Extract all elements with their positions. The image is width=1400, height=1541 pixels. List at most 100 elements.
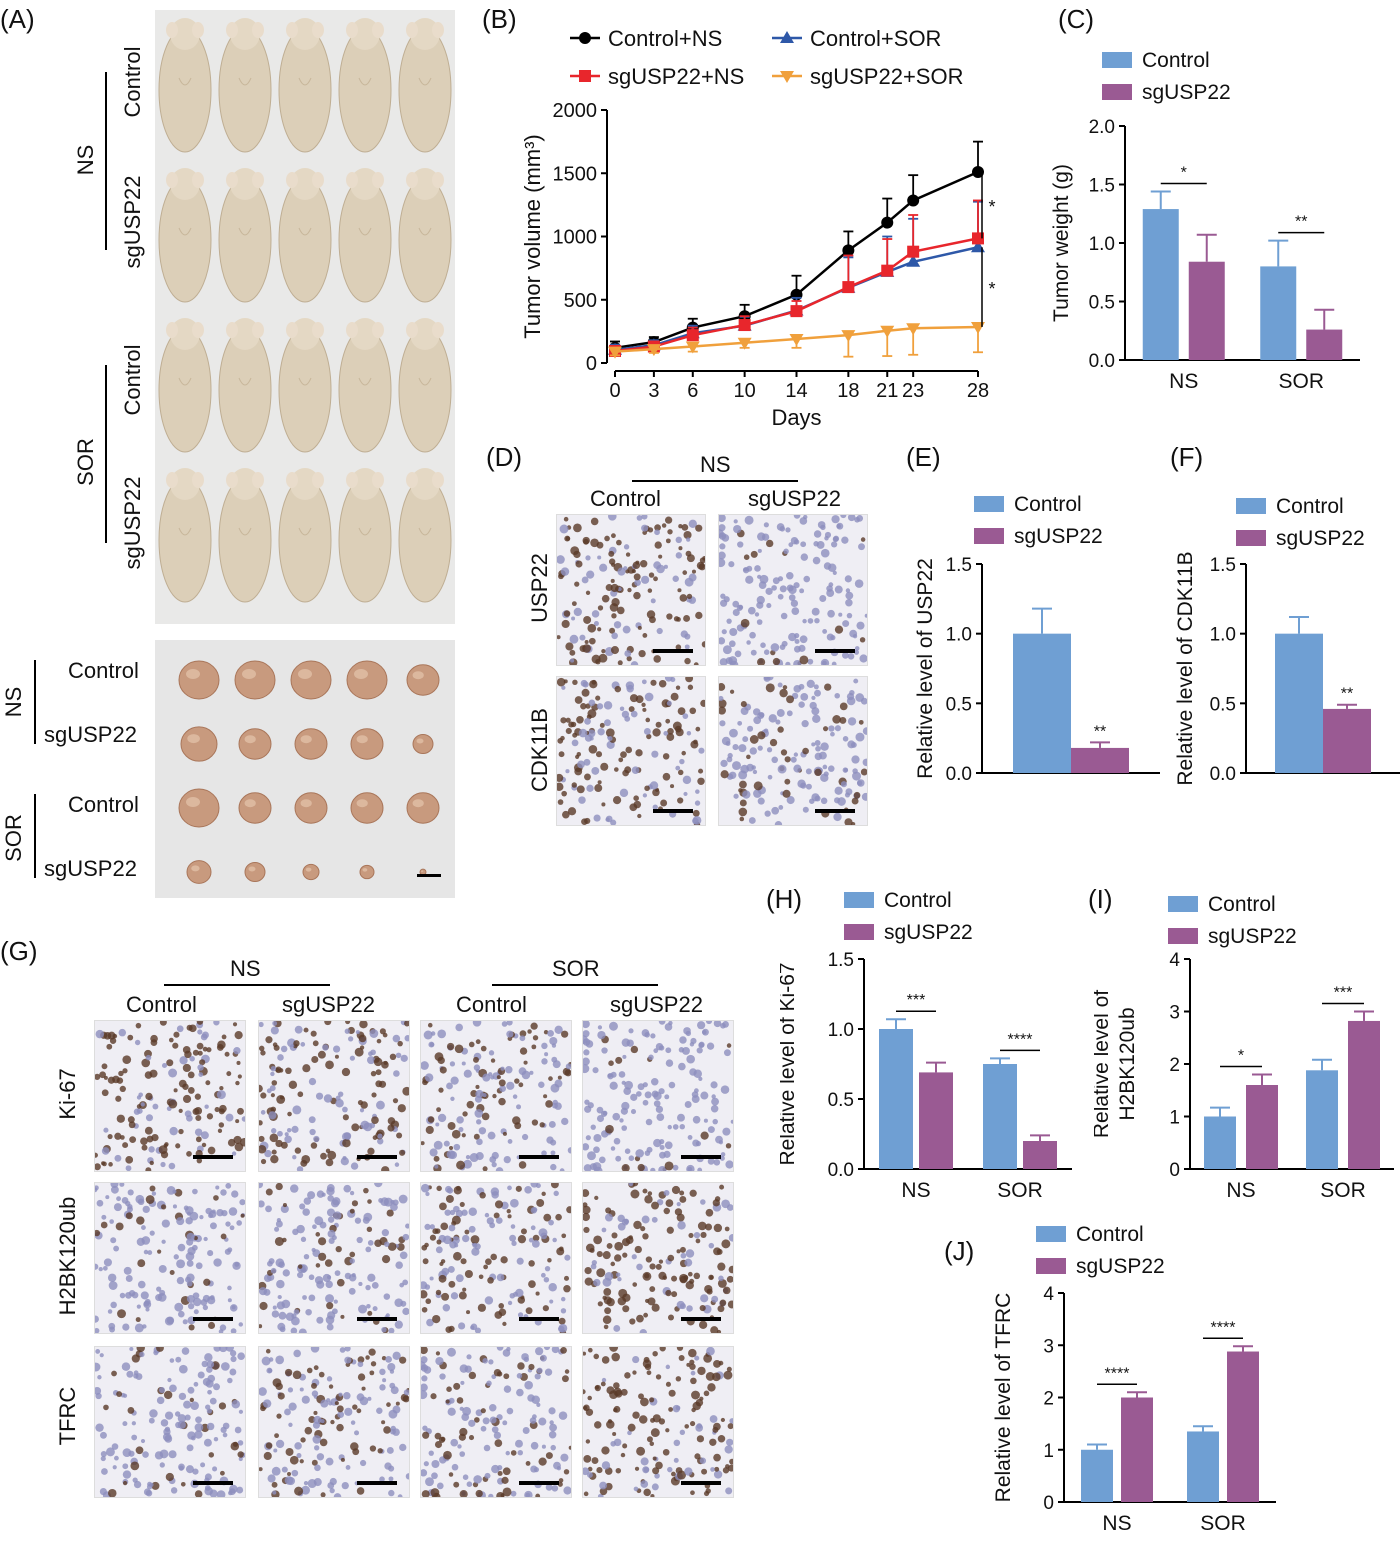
scale-bar	[681, 1317, 721, 1321]
b-xtick-label: 18	[837, 380, 859, 402]
F-bar	[1323, 708, 1371, 773]
b-legend-marker	[780, 71, 794, 83]
tumor-sor-bracket	[34, 794, 36, 878]
b-ytick-label: 1000	[553, 227, 598, 249]
H-sig-label: ****	[1008, 1031, 1033, 1048]
I-legend-swatch	[1168, 928, 1198, 944]
g-row-ki67: Ki-67	[55, 1068, 80, 1120]
tumor-ns-bracket	[34, 660, 36, 744]
b-point	[738, 319, 751, 332]
J-bar	[1081, 1449, 1113, 1502]
scale-bar	[193, 1155, 233, 1159]
mice-group-label-sor: SOR	[73, 438, 98, 486]
tumor	[419, 868, 427, 876]
E-legend-label: sgUSP22	[1014, 525, 1103, 548]
b-point	[906, 323, 921, 336]
mouse	[398, 318, 452, 453]
J-ytick-label: 0	[1043, 1493, 1054, 1514]
F-ytick-label: 0.0	[1210, 764, 1236, 785]
tumor	[294, 728, 328, 760]
E-legend-label: Control	[1014, 493, 1082, 516]
b-point	[685, 341, 700, 354]
mouse	[278, 318, 332, 453]
tumor	[350, 728, 384, 760]
scale-bar	[193, 1481, 233, 1485]
mouse	[158, 168, 212, 303]
ihc-tfrc-1	[91, 1343, 246, 1500]
mice-sor-bracket	[105, 365, 107, 543]
J-ytick-label: 2	[1043, 1389, 1054, 1410]
F-legend-label: Control	[1276, 495, 1344, 518]
I-legend-label: sgUSP22	[1208, 925, 1297, 948]
tumor	[238, 728, 272, 760]
d-col-sgusp22: sgUSP22	[748, 486, 841, 511]
H-ytick-label: 1.5	[828, 950, 854, 971]
tumor	[238, 792, 272, 824]
b-legend-marker	[780, 31, 794, 43]
ihc-tfrc-3	[417, 1343, 573, 1502]
tumor	[186, 860, 212, 884]
panel-label-g: (G)	[0, 936, 38, 966]
mouse	[278, 168, 332, 303]
C-bar	[1142, 209, 1179, 360]
I-ytick-label: 3	[1169, 1003, 1180, 1024]
tumor-row-label-2: sgUSP22	[44, 722, 137, 747]
ihc-usp22-sgusp22	[715, 511, 869, 670]
b-legend-marker	[579, 70, 591, 82]
I-xtick-label: NS	[1226, 1179, 1255, 1202]
b-sig-label: *	[988, 279, 995, 299]
b-xtick-label: 14	[785, 380, 807, 402]
ihc-h2bk120ub-4	[581, 1179, 737, 1337]
C-ylabel: Tumor weight (g)	[1050, 164, 1073, 322]
b-xtick-label: 0	[609, 380, 620, 402]
ihc-tfrc-2	[258, 1344, 413, 1501]
g-col-2: sgUSP22	[282, 992, 375, 1017]
I-bar	[1306, 1070, 1338, 1169]
panel-label-d: (D)	[486, 442, 523, 472]
mouse	[338, 318, 392, 453]
mice-label-ns-sgusp22: sgUSP22	[120, 175, 145, 269]
tumor	[244, 862, 266, 882]
C-bar	[1260, 266, 1297, 360]
panel-label-e: (E)	[906, 442, 941, 472]
b-ytick-label: 1500	[553, 163, 598, 185]
I-bar	[1348, 1020, 1380, 1169]
H-bar	[919, 1072, 953, 1169]
E-ytick-label: 0.0	[946, 764, 972, 785]
b-sig-label: *	[988, 197, 995, 217]
b-point	[842, 244, 855, 257]
E-legend-swatch	[974, 528, 1004, 544]
H-sig-label: ***	[907, 992, 926, 1009]
ihc-h2bk120ub-1	[91, 1179, 246, 1335]
b-xlabel: Days	[771, 405, 821, 430]
scale-bar	[193, 1317, 233, 1321]
J-xtick-label: NS	[1102, 1512, 1131, 1535]
scale-bar	[519, 1155, 559, 1159]
tumor-row-label-3: Control	[68, 792, 139, 817]
H-bar	[879, 1029, 913, 1169]
b-xtick-label: 21	[876, 380, 898, 402]
mouse	[158, 318, 212, 453]
scale-bar	[815, 649, 855, 653]
E-ytick-label: 1.5	[946, 555, 972, 576]
tumor-group-label-sor: SOR	[1, 814, 26, 862]
E-ytick-label: 0.5	[946, 694, 972, 715]
tumor	[178, 788, 220, 828]
C-ytick-label: 1.5	[1089, 176, 1115, 197]
g-group-ns-line	[164, 984, 330, 986]
E-ytick-label: 1.0	[946, 625, 972, 646]
chart-j: 0 1 2 3 4 Relative level of TFRC Control sgUSP2…	[992, 1223, 1276, 1535]
C-ytick-label: 0.0	[1089, 351, 1115, 372]
panel-label-h: (H)	[766, 884, 803, 914]
mouse	[278, 18, 332, 153]
tumor-row-label-4: sgUSP22	[44, 856, 137, 881]
scale-bar	[357, 1481, 397, 1485]
I-bar	[1246, 1085, 1278, 1169]
ihc-tfrc-4	[580, 1342, 736, 1500]
chart-e: 0.0 0.5 1.0 1.5 Relative level of USP22 Contr…	[914, 493, 1160, 785]
panel-label-b: (B)	[482, 4, 517, 34]
mouse	[158, 468, 212, 603]
C-ytick-label: 1.0	[1089, 234, 1115, 255]
tumor	[178, 660, 220, 700]
